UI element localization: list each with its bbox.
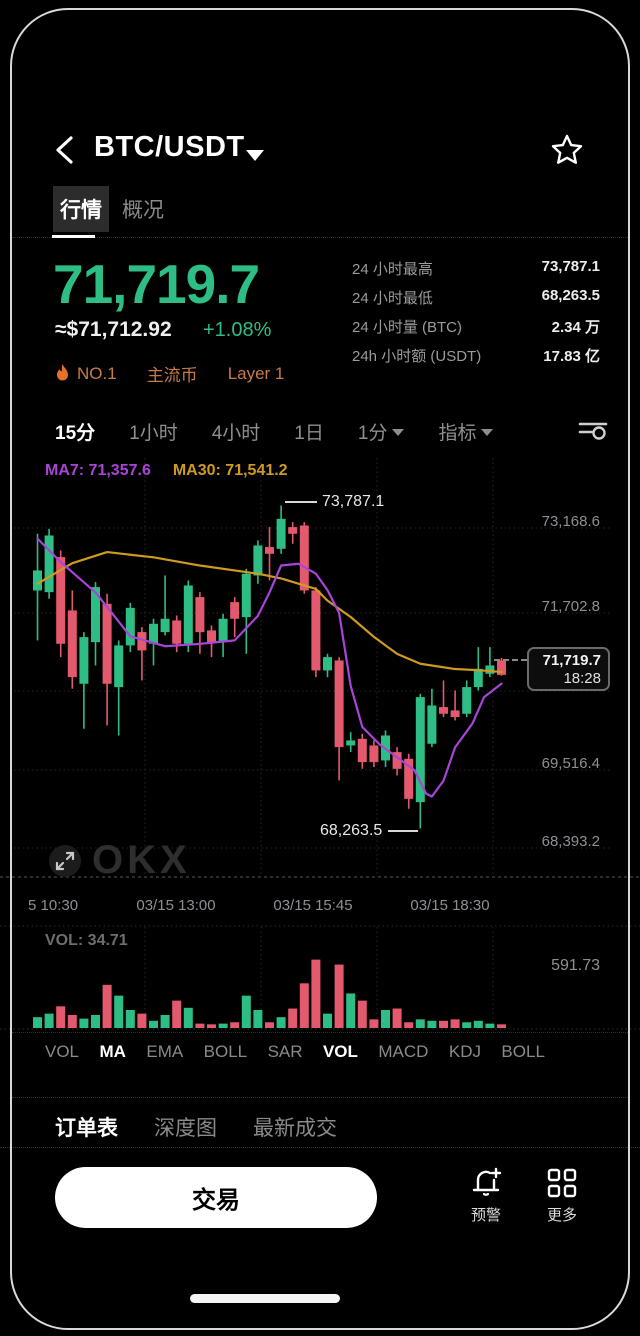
high-annotation-line	[285, 501, 317, 503]
divider	[12, 237, 628, 238]
more-label: 更多	[546, 1207, 577, 1224]
current-price: 71,719.7	[542, 652, 601, 669]
last-price: 71,719.7	[53, 253, 260, 315]
orderbook-tabs: 订单表 深度图 最新成交	[55, 1112, 337, 1142]
divider	[0, 1147, 640, 1148]
y-axis-label: 68,393.2	[541, 833, 600, 850]
indicator-vol-main[interactable]: VOL	[45, 1042, 80, 1061]
rank-badge[interactable]: NO.1	[55, 364, 117, 384]
pair-dropdown-caret-icon[interactable]	[246, 150, 264, 161]
low-annotation: 68,263.5	[320, 822, 383, 839]
indicator-macd[interactable]: MACD	[378, 1042, 429, 1061]
tab-quotes[interactable]: 行情	[53, 186, 109, 232]
rank-badge-label: NO.1	[77, 363, 117, 383]
home-indicator[interactable]	[190, 1294, 340, 1303]
indicator-boll-main[interactable]: BOLL	[203, 1042, 248, 1061]
timeframe-4h[interactable]: 4小时	[211, 423, 261, 444]
timeframe-1d[interactable]: 1日	[294, 423, 324, 444]
layer-badge[interactable]: Layer 1	[227, 363, 285, 383]
grid-more-icon	[547, 1168, 577, 1198]
chevron-down-icon	[392, 429, 405, 436]
stat-row-volume-btc: 24 小时量 (BTC) 2.34 万	[352, 316, 600, 337]
current-price-badge: 71,719.7 18:28	[527, 647, 610, 691]
okx-logo: OKX	[92, 838, 191, 882]
price-alert-label: 预警	[470, 1207, 501, 1224]
price-alert-button[interactable]: 预警	[458, 1166, 514, 1225]
ma30-label: MA30: 71,541.2	[172, 462, 288, 479]
fullscreen-toggle-icon[interactable]	[48, 844, 82, 878]
indicator-ema[interactable]: EMA	[146, 1042, 184, 1061]
indicator-vol-sub[interactable]: VOL	[322, 1042, 358, 1061]
divider	[12, 1097, 628, 1098]
indicator-boll-sub[interactable]: BOLL	[501, 1042, 545, 1061]
indicator-tabs: VOL MA EMA BOLL SAR VOL MACD KDJ BOLL	[45, 1042, 545, 1062]
volume-axis-max: 591.73	[551, 957, 600, 974]
fiat-price: ≈$71,712.92	[55, 318, 172, 341]
stat-row-high: 24 小时最高 73,787.1	[352, 258, 600, 279]
timeframe-custom-dropdown[interactable]: 1分	[358, 418, 405, 445]
y-axis-label: 71,702.8	[541, 598, 600, 615]
volume-label: VOL: 34.71	[45, 932, 128, 949]
change-percent: +1.08%	[203, 319, 272, 341]
y-axis-label: 73,168.6	[541, 513, 600, 530]
flame-icon	[57, 364, 68, 381]
indicator-sar[interactable]: SAR	[267, 1042, 303, 1061]
indicator-dropdown-label: 指标	[438, 423, 477, 444]
y-axis-label: 69,516.4	[541, 755, 600, 772]
indicator-dropdown[interactable]: 指标	[438, 418, 494, 445]
stat-value: 17.83 亿	[543, 348, 600, 365]
stat-row-turnover-usdt: 24h 小时额 (USDT) 17.83 亿	[352, 345, 600, 366]
high-annotation: 73,787.1	[322, 493, 385, 510]
stat-value: 68,263.5	[541, 287, 600, 304]
stat-value: 2.34 万	[551, 319, 600, 336]
timeframe-custom-label: 1分	[357, 423, 388, 444]
tab-order-book[interactable]: 订单表	[55, 1117, 118, 1140]
indicator-ma[interactable]: MA	[99, 1042, 126, 1061]
bell-plus-icon	[472, 1167, 502, 1196]
category-badge[interactable]: 主流币	[146, 366, 198, 385]
more-button[interactable]: 更多	[537, 1166, 587, 1225]
timeframe-1h[interactable]: 1小时	[129, 423, 178, 444]
stat-label: 24 小时最低	[352, 290, 433, 307]
x-axis-label: 03/15 18:30	[410, 897, 490, 914]
stat-label: 24 小时量 (BTC)	[352, 319, 463, 336]
low-annotation-line	[388, 830, 418, 832]
tab-depth-chart[interactable]: 深度图	[154, 1117, 217, 1140]
current-time: 18:28	[563, 670, 601, 687]
candlestick-chart[interactable]	[0, 450, 640, 1030]
ma-legend: MA7: 71,357.6 MA30: 71,541.2	[45, 462, 288, 480]
x-axis-label: 03/15 15:45	[273, 897, 353, 914]
stat-label: 24h 小时额 (USDT)	[352, 348, 482, 365]
tab-overview[interactable]: 概况	[122, 199, 164, 222]
pair-title[interactable]: BTC/USDT	[94, 131, 245, 163]
back-icon[interactable]	[50, 133, 80, 167]
token-badges: NO.1 主流币 Layer 1	[55, 361, 284, 386]
price-marker-dash	[494, 659, 527, 661]
stat-label: 24 小时最高	[352, 261, 433, 278]
divider	[12, 1032, 628, 1033]
stats-panel: 24 小时最高 73,787.1 24 小时最低 68,263.5 24 小时量…	[352, 258, 600, 374]
trade-button[interactable]: 交易	[55, 1167, 377, 1228]
x-axis-label: 5 10:30	[28, 897, 79, 914]
chart-settings-icon[interactable]	[578, 419, 608, 443]
x-axis-label: 03/15 13:00	[136, 897, 216, 914]
favorite-star-icon[interactable]	[550, 133, 584, 167]
tab-active-underline	[52, 235, 95, 238]
timeframe-bar: 15分 1小时 4小时 1日 1分 指标	[55, 418, 494, 445]
ma7-label: MA7: 71,357.6	[45, 462, 151, 479]
indicator-kdj[interactable]: KDJ	[448, 1042, 481, 1061]
timeframe-15m[interactable]: 15分	[55, 423, 96, 444]
stat-row-low: 24 小时最低 68,263.5	[352, 287, 600, 308]
chart-watermark: OKX	[48, 838, 191, 883]
tab-latest-trades[interactable]: 最新成交	[253, 1117, 337, 1140]
chevron-down-icon	[481, 429, 494, 436]
stat-value: 73,787.1	[541, 258, 600, 275]
